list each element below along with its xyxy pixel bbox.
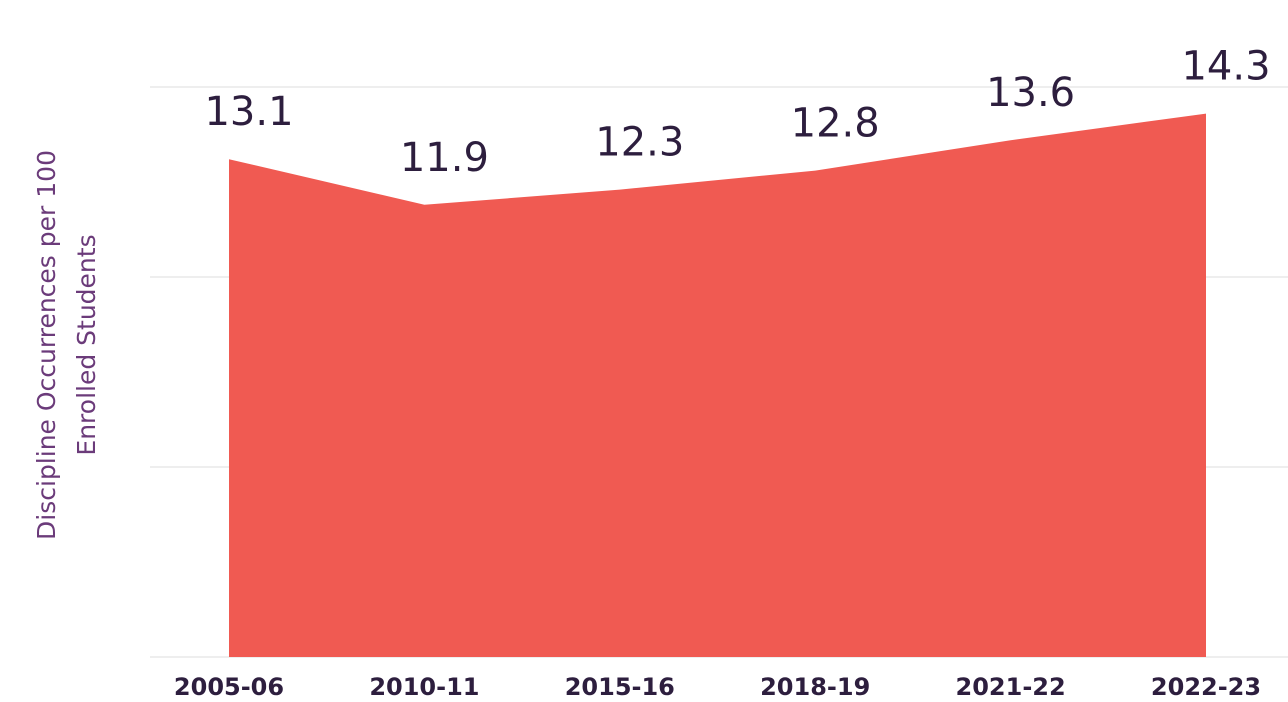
data-label: 11.9 (400, 135, 489, 181)
x-tick-label: 2010-11 (369, 673, 479, 701)
y-axis-label: Discipline Occurrences per 100 (32, 150, 61, 540)
x-tick-label: 2005-06 (174, 673, 284, 701)
data-label: 12.3 (595, 120, 684, 166)
area (229, 113, 1206, 658)
x-tick-label: 2018-19 (760, 673, 870, 701)
y-axis-label: Enrolled Students (72, 234, 101, 455)
data-label: 13.6 (986, 70, 1075, 116)
data-label: 12.8 (791, 101, 880, 147)
data-label: 13.1 (204, 89, 293, 135)
x-tick-label: 2015-16 (565, 673, 675, 701)
x-tick-label: 2022-23 (1151, 673, 1261, 701)
data-label: 14.3 (1181, 44, 1270, 90)
x-tick-label: 2021-22 (956, 673, 1066, 701)
